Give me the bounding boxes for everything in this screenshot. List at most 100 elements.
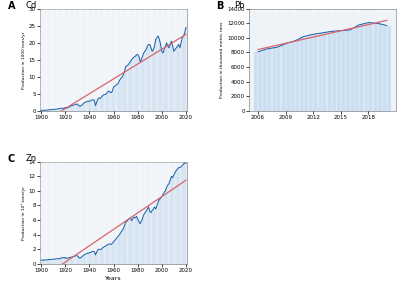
X-axis label: Years: Years	[105, 276, 122, 281]
Bar	[78, 257, 79, 264]
Bar	[174, 50, 176, 111]
Bar	[90, 100, 91, 111]
Bar	[183, 164, 184, 264]
Bar	[73, 105, 74, 111]
Bar	[79, 106, 80, 111]
Bar	[132, 219, 133, 264]
Bar	[167, 185, 168, 264]
Text: B: B	[216, 1, 224, 11]
Bar	[170, 45, 171, 111]
Bar	[65, 258, 66, 264]
Bar	[155, 39, 156, 111]
Y-axis label: Production in 10⁶ tons/yr: Production in 10⁶ tons/yr	[22, 186, 26, 240]
Bar	[61, 258, 62, 264]
Bar	[102, 96, 103, 111]
Text: Zn: Zn	[25, 154, 36, 163]
Bar	[118, 83, 119, 111]
Bar	[119, 80, 120, 111]
Bar	[141, 222, 142, 264]
Bar	[142, 219, 143, 264]
Bar	[70, 257, 71, 264]
Bar	[92, 100, 94, 111]
Bar	[179, 168, 180, 264]
Bar	[105, 94, 106, 111]
Bar	[125, 222, 126, 264]
Bar	[100, 250, 101, 264]
Y-axis label: Production in thousand metric tons: Production in thousand metric tons	[220, 22, 224, 98]
Bar	[143, 215, 144, 264]
Bar	[364, 23, 372, 111]
Bar	[155, 209, 156, 264]
Bar	[100, 98, 101, 111]
Bar	[355, 25, 363, 111]
Bar	[153, 50, 154, 111]
Bar	[67, 258, 68, 264]
Bar	[89, 101, 90, 111]
Bar	[97, 250, 98, 264]
Bar	[112, 243, 113, 264]
Bar	[108, 244, 109, 264]
Bar	[82, 256, 83, 264]
Bar	[138, 56, 139, 111]
Bar	[152, 51, 153, 111]
Bar	[97, 99, 98, 111]
Bar	[146, 50, 147, 111]
Bar	[56, 109, 57, 111]
Bar	[47, 260, 48, 264]
Bar	[59, 259, 60, 264]
Bar	[184, 163, 185, 264]
Bar	[146, 211, 147, 264]
Bar	[72, 257, 73, 264]
Bar	[160, 198, 161, 264]
Bar	[61, 108, 62, 111]
Bar	[142, 56, 143, 111]
Bar	[148, 207, 149, 264]
Bar	[119, 235, 120, 264]
Bar	[76, 104, 77, 111]
Bar	[72, 105, 73, 111]
Bar	[89, 253, 90, 264]
Bar	[328, 31, 336, 111]
Bar	[107, 92, 108, 111]
Bar	[94, 252, 95, 264]
Bar	[170, 180, 171, 264]
Bar	[74, 256, 76, 264]
Y-axis label: Production in 1000 tons/yr: Production in 1000 tons/yr	[22, 31, 26, 88]
Bar	[164, 50, 165, 111]
Bar	[117, 84, 118, 111]
Bar	[105, 246, 106, 264]
Bar	[82, 105, 83, 111]
Bar	[96, 102, 97, 111]
Bar	[177, 169, 178, 264]
Bar	[76, 256, 77, 264]
Bar	[91, 100, 92, 111]
Bar	[158, 36, 159, 111]
Bar	[137, 55, 138, 111]
Bar	[166, 43, 167, 111]
Bar	[150, 213, 152, 264]
Bar	[263, 49, 271, 111]
Bar	[130, 62, 131, 111]
Bar	[59, 109, 60, 111]
Bar	[178, 168, 179, 264]
Bar	[60, 108, 61, 111]
Bar	[42, 110, 43, 111]
Bar	[149, 211, 150, 264]
Bar	[120, 79, 121, 111]
Bar	[138, 222, 139, 264]
Bar	[64, 108, 65, 111]
Bar	[143, 53, 144, 111]
Bar	[68, 258, 70, 264]
Bar	[272, 47, 280, 111]
Bar	[282, 44, 290, 111]
Bar	[171, 176, 172, 264]
Bar	[48, 110, 49, 111]
Bar	[83, 103, 84, 111]
Bar	[148, 45, 149, 111]
Bar	[86, 253, 88, 264]
Bar	[96, 252, 97, 264]
Bar	[68, 107, 70, 111]
Bar	[337, 31, 345, 111]
Bar	[135, 218, 136, 264]
Bar	[49, 110, 50, 111]
